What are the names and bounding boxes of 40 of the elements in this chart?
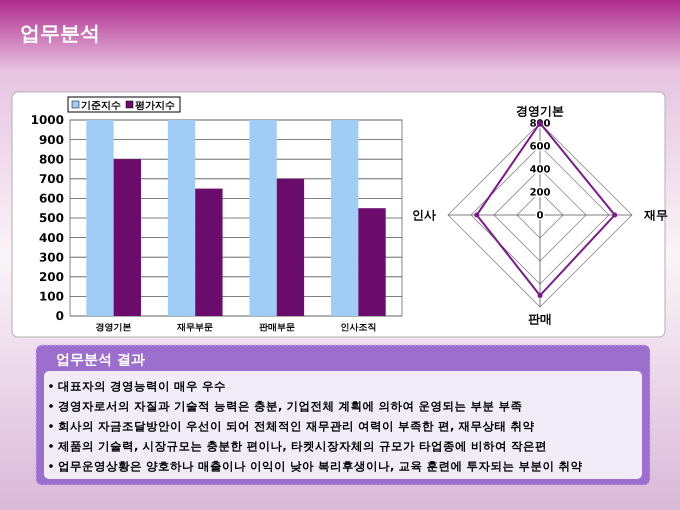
text: 제품의 기술력, 시장규모는 충분한 편이나, 타켓시장자체의 규모가 타업종에 비하여 작은편: [57, 439, 547, 453]
y-tick-label: 700: [38, 172, 64, 186]
bar: [195, 188, 223, 316]
bar: [86, 120, 114, 316]
y-tick-label: 600: [530, 142, 550, 152]
y-tick-label: 0: [56, 309, 64, 324]
y-tick-label: 900: [38, 132, 64, 147]
y-tick-label: 1000: [30, 113, 64, 128]
text: 업무운영상황은 양호하나 매출이나 이익이 낮아 복리후생이나, 교육 훈련에 투자되는 부분이 취약: [58, 459, 582, 473]
x-tick-label: 인사조직: [340, 323, 376, 333]
spoke-label: 인사: [412, 208, 436, 222]
chart-title: 업무분석: [20, 21, 100, 45]
spoke-label: 재무: [643, 208, 668, 222]
y-tick-label: 0: [536, 210, 544, 222]
bar: [276, 178, 304, 316]
x-tick-label: 재무부문: [176, 323, 214, 333]
y-tick-label: 600: [38, 192, 64, 206]
y-tick-label: 200: [38, 270, 64, 284]
text: 회사의 자금조달방안이 우선이 되어 전체적인 재무관리 여력이 부족한 편, 재무상태 취약: [58, 419, 534, 433]
text: 업무분석 결과: [56, 352, 145, 368]
y-tick-label: 200: [530, 188, 550, 198]
text: 대표자의 경영능력이 매우 우수: [58, 379, 226, 393]
legend-label: 기준지수: [81, 100, 121, 112]
bar: [114, 159, 141, 316]
y-tick-label: 100: [38, 290, 64, 304]
spoke-label: 판매: [528, 312, 552, 326]
bar: [168, 120, 196, 316]
x-tick-label: 판매부문: [258, 323, 295, 333]
bar: [249, 120, 277, 316]
spoke-label: 경영기본: [516, 104, 564, 118]
legend-label: 평가지수: [135, 100, 175, 112]
y-tick-label: 800: [38, 152, 64, 166]
y-tick-label: 400: [530, 164, 550, 176]
y-tick-label: 500: [38, 211, 64, 226]
bar: [331, 120, 358, 316]
x-tick-label: 경영기본: [96, 323, 132, 333]
text: 경영자로서의 자질과 기술적 능력은 충분, 기업전체 계획에 의하여 운영되는 부분 부족: [58, 399, 522, 413]
y-tick-label: 300: [38, 250, 64, 264]
y-tick-label: 400: [38, 230, 64, 245]
bar: [358, 208, 386, 316]
